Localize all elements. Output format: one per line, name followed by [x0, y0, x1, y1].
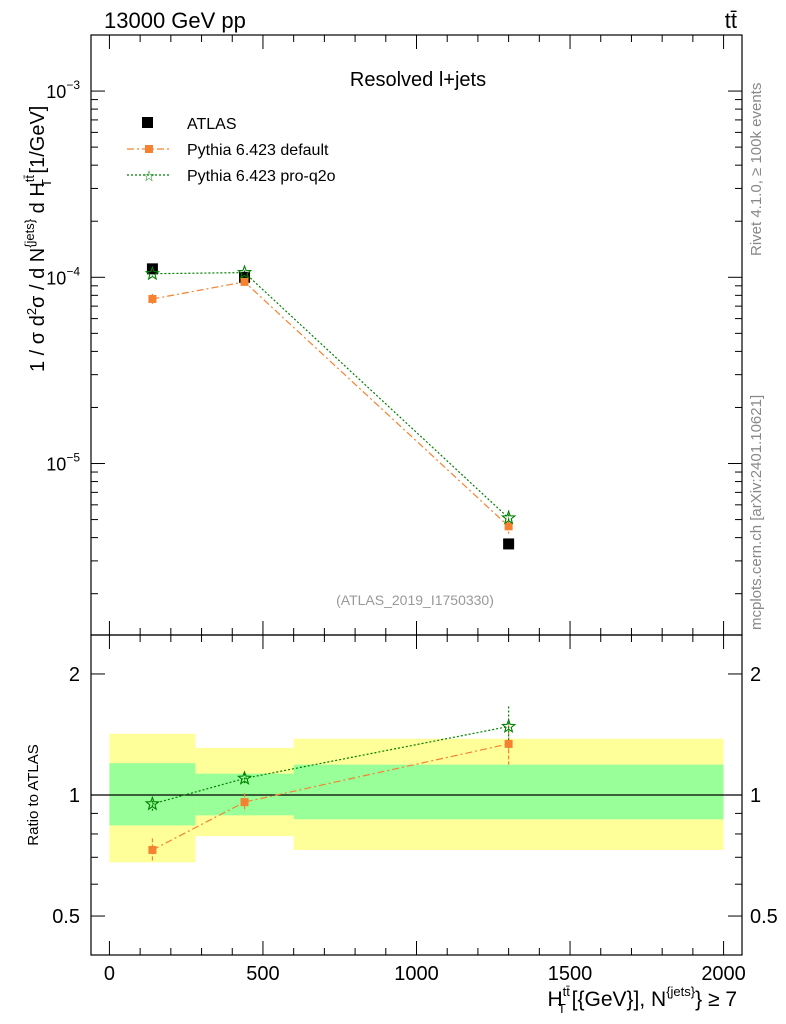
legend: ATLAS Pythia 6.423 default ☆ Pythia 6.42… [127, 116, 336, 185]
data-point-pythia-default [240, 277, 249, 286]
source-label: mcplots.cern.ch [arXiv:2401.10621] [748, 395, 765, 630]
series-line-pythia-proq2o [152, 271, 510, 519]
ratio-y-tick-label-right: 2 [750, 664, 761, 686]
uncertainty-band-inner [293, 764, 724, 820]
plot-title: Resolved l+jets [350, 69, 486, 91]
y-axis-label: 1 / σ d2σ / d N{jets} d Htt̄T [1/GeV] [22, 106, 54, 372]
x-tick-label: 1500 [548, 963, 593, 985]
legend-marker-pythia-proq2o: ☆ [142, 168, 155, 185]
x-tick-label: 0 [104, 963, 115, 985]
ratio-y-axis-label: Ratio to ATLAS [25, 744, 42, 845]
ratio-point-pythia-proq2o [500, 718, 517, 734]
ratio-point-pythia-default [148, 845, 157, 854]
legend-label-pythia-default: Pythia 6.423 default [187, 142, 329, 159]
ratio-y-tick-label: 2 [69, 664, 80, 686]
data-point-pythia-default [148, 294, 157, 303]
x-tick-label: 1000 [394, 963, 439, 985]
process-label: tt̄ [725, 8, 737, 33]
ratio-panel: 0.5 0.5 1 1 2 2 0 500 1000 1500 2000 Ratio to ATLA… [25, 634, 778, 1016]
rivet-version-label: Rivet 4.1.0, ≥ 100k events [748, 83, 765, 256]
ratio-y-tick-label: 1 [69, 785, 80, 807]
ratio-y-tick-label: 0.5 [52, 906, 80, 928]
legend-label-pythia-proq2o: Pythia 6.423 pro-q2o [187, 168, 336, 185]
x-tick-label: 2000 [701, 963, 746, 985]
ratio-point-pythia-default [240, 798, 249, 807]
main-panel: 10−3 10−4 10−5 Resolved l+jets (ATLAS_2019… [22, 34, 743, 636]
data-point-atlas [239, 271, 251, 283]
data-point-pythia-proq2o [144, 265, 161, 281]
data-point-atlas [503, 538, 515, 550]
uncertainty-band-inner [109, 763, 196, 826]
series-line-pythia-default [152, 281, 510, 527]
legend-marker-atlas [142, 117, 153, 128]
analysis-watermark: (ATLAS_2019_I1750330) [336, 592, 494, 608]
x-axis-label: Htt̄ T [{GeV}], N{jets}} ≥ 7 [547, 984, 737, 1016]
ratio-y-tick-label-right: 0.5 [750, 906, 778, 928]
y-tick-label: 10−3 [46, 78, 80, 102]
ratio-line-pythia-default [152, 743, 509, 851]
data-point-atlas [146, 263, 158, 275]
data-point-pythia-proq2o [500, 509, 517, 525]
ratio-frame [90, 634, 743, 956]
x-tick-label: 500 [246, 963, 279, 985]
ratio-point-pythia-proq2o [236, 770, 253, 785]
energy-label: 13000 GeV pp [104, 8, 246, 33]
legend-label-atlas: ATLAS [187, 116, 237, 133]
y-tick-label: 10−4 [46, 264, 80, 288]
data-point-pythia-default [504, 522, 513, 531]
legend-marker-pythia-default [145, 145, 153, 153]
ratio-y-tick-label-right: 1 [750, 785, 761, 807]
ratio-point-pythia-proq2o [144, 795, 161, 811]
data-point-pythia-proq2o [236, 264, 253, 280]
y-tick-label: 10−5 [46, 451, 80, 475]
ratio-point-pythia-default [504, 739, 513, 748]
